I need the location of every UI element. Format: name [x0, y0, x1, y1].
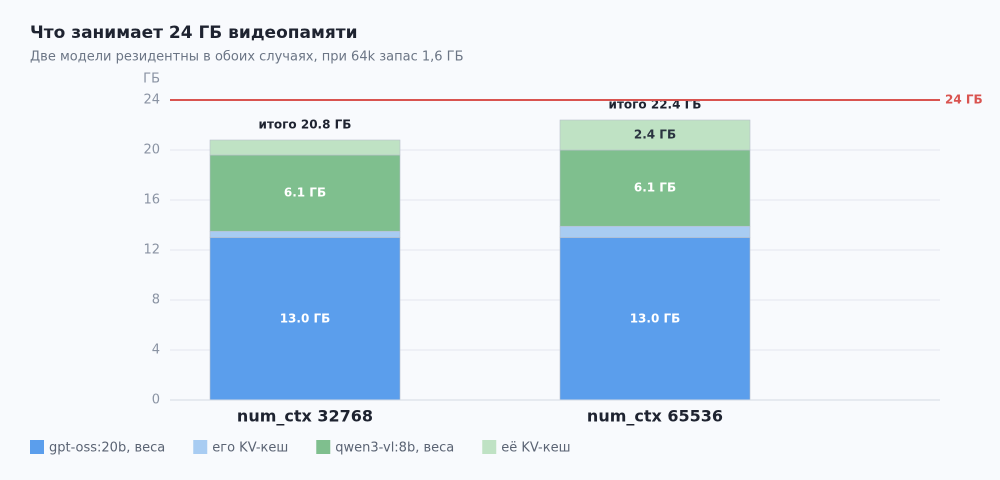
- bar-segment: [209, 154, 401, 232]
- y-axis-label: ГБ: [143, 72, 160, 87]
- chart-title: Что занимает 24 ГБ видеопамяти: [30, 23, 358, 43]
- value-label: 6.1 ГБ: [634, 181, 676, 195]
- y-tick-label: 4: [152, 343, 160, 358]
- bar-segment: [559, 225, 751, 238]
- legend-swatch: [193, 440, 208, 454]
- value-label: 2.4 ГБ: [634, 128, 676, 142]
- legend-label: gpt-oss:20b, веса: [49, 441, 165, 456]
- y-tick-label: 24: [143, 93, 160, 108]
- bar-segment: [209, 139, 401, 156]
- y-tick-label: 16: [143, 193, 160, 208]
- bar-segment: [559, 149, 751, 227]
- legend-swatch: [482, 440, 497, 454]
- legend-label: её KV-кеш: [501, 441, 570, 456]
- x-tick-label: num_ctx 32768: [237, 407, 373, 426]
- value-label: 6.1 ГБ: [284, 186, 326, 200]
- value-label: 13.0 ГБ: [280, 311, 331, 325]
- legend-label: его KV-кеш: [212, 441, 288, 456]
- bar-segment: [209, 230, 401, 238]
- legend-swatch: [30, 440, 44, 454]
- legend-label: qwen3-vl:8b, веса: [335, 441, 454, 456]
- legend-swatch: [316, 440, 331, 454]
- bar-segment: [559, 119, 751, 151]
- total-label: итого 20.8 ГБ: [259, 118, 352, 132]
- y-tick-label: 8: [152, 293, 160, 308]
- x-tick-label: num_ctx 65536: [587, 407, 723, 426]
- chart-subtitle: Две модели резидентны в обоих случаях, п…: [30, 50, 464, 65]
- reference-label: 24 ГБ: [945, 93, 983, 107]
- y-tick-label: 20: [143, 143, 160, 158]
- y-tick-label: 0: [152, 393, 160, 408]
- value-label: 13.0 ГБ: [630, 311, 681, 325]
- y-tick-label: 12: [143, 243, 160, 258]
